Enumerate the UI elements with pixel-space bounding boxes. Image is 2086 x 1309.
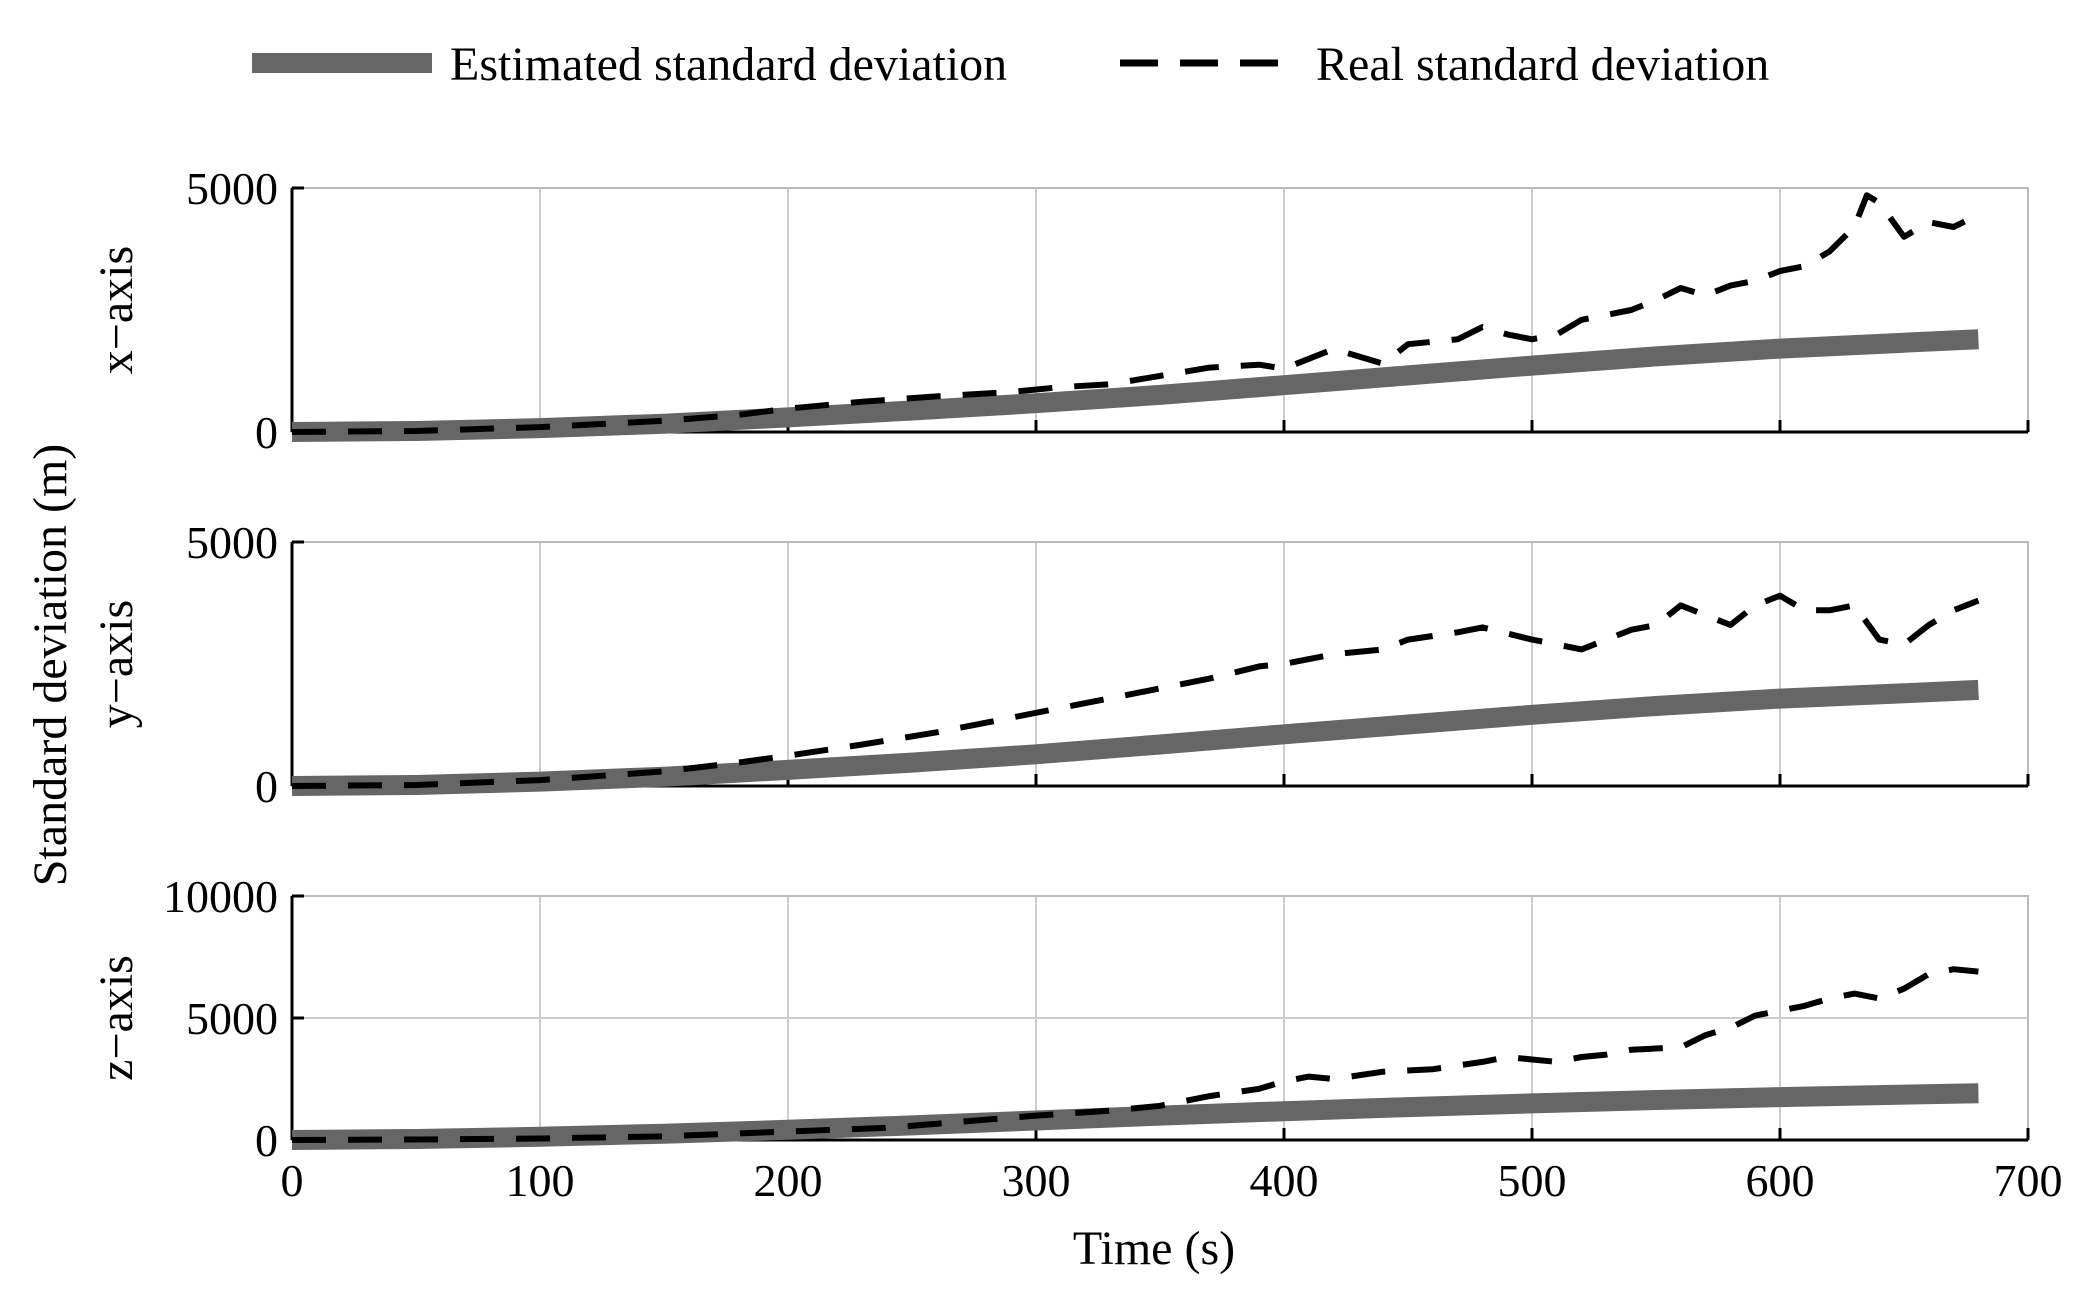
legend: Estimated standard deviation Real standar… [252, 38, 1769, 91]
legend-label-real: Real standard deviation [1316, 38, 1769, 91]
y-tick-label: 0 [255, 407, 278, 458]
x-tick-label: 400 [1250, 1155, 1319, 1206]
legend-label-estimated: Estimated standard deviation [450, 38, 1007, 91]
y-tick-label: 5000 [186, 993, 278, 1044]
series-estimated-line [291, 679, 1979, 796]
panel-label: x−axis [90, 246, 143, 374]
x-tick-label: 300 [1002, 1155, 1071, 1206]
series-real-line [291, 592, 1980, 789]
panel-1: 0 5000 x−axis [90, 163, 2030, 458]
series-real-line [291, 192, 1980, 435]
x-tick-label: 100 [506, 1155, 575, 1206]
y-tick-label: 0 [255, 761, 278, 812]
x-tick-label: 600 [1746, 1155, 1815, 1206]
y-tick-label: 10000 [163, 871, 278, 922]
x-axis-label: Time (s) [1073, 1222, 1235, 1275]
panels: 0 5000 x−axis 0 5000 y−axis 0 5000 10000 z−axis 0 1… [90, 163, 2063, 1206]
series-estimated-line [291, 329, 1979, 442]
panel-2: 0 5000 y−axis [90, 517, 2030, 812]
y-tick-label: 5000 [186, 163, 278, 214]
y-axis-label: Standard deviation (m) [24, 444, 77, 887]
x-tick-label: 500 [1498, 1155, 1567, 1206]
x-tick-label: 200 [754, 1155, 823, 1206]
x-tick-label: 0 [281, 1155, 304, 1206]
series-estimated-line [291, 1083, 1979, 1150]
y-tick-label: 0 [255, 1115, 278, 1166]
x-tick-label: 700 [1994, 1155, 2063, 1206]
y-tick-label: 5000 [186, 517, 278, 568]
panel-3: 0 5000 10000 z−axis [90, 871, 2030, 1166]
panel-label: y−axis [90, 600, 143, 728]
panel-label: z−axis [90, 955, 143, 1081]
